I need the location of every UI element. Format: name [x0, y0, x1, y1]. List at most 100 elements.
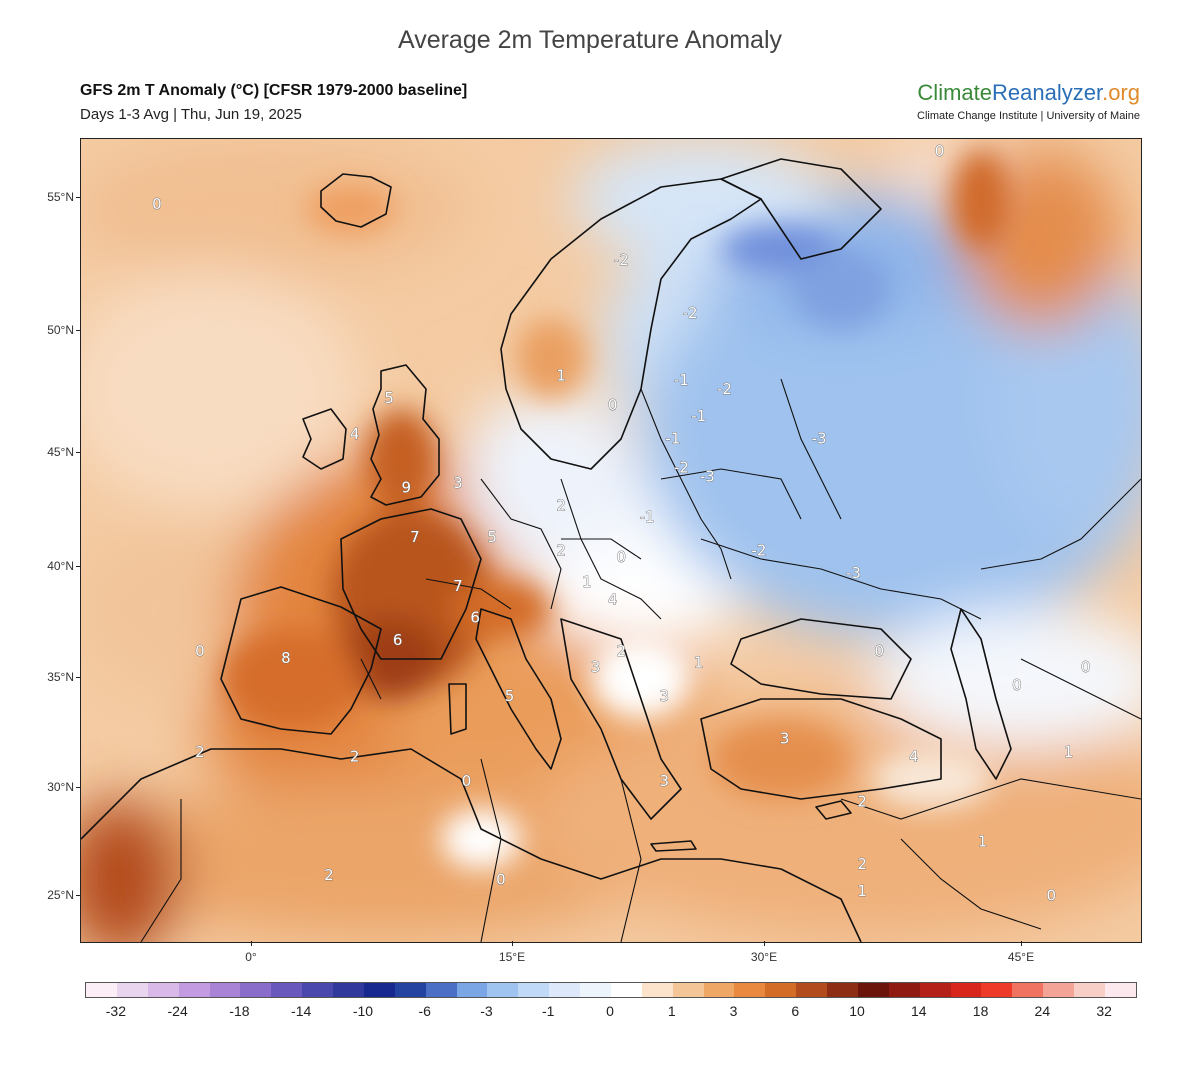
contour-label: 1: [1064, 743, 1074, 761]
contour-label: 4: [350, 425, 360, 443]
contour-label: 2: [857, 855, 867, 873]
contour-label: -2: [674, 459, 689, 477]
contour-label: 3: [591, 658, 601, 676]
contour-label: 0: [1012, 676, 1022, 694]
colorbar-segment: [610, 983, 642, 997]
lat-tick-30n: [76, 787, 81, 788]
colorbar-segment: [1104, 983, 1136, 997]
lon-label-0: 0°: [245, 950, 257, 964]
colorbar-segment: [765, 983, 797, 997]
colorbar-segment: [857, 983, 889, 997]
colorbar-label: -24: [167, 1003, 188, 1019]
contour-label: 7: [410, 528, 420, 546]
colorbar-segment: [302, 983, 333, 997]
contour-label: 1: [978, 833, 988, 851]
scandinavia-coast: [500, 178, 762, 470]
lat-tick-25n: [76, 895, 81, 896]
anatolia-coast: [700, 698, 942, 800]
iceland-coast: [320, 173, 392, 228]
colorbar-segment: [1012, 983, 1044, 997]
lon-tick-45e: [1021, 941, 1022, 946]
colorbar-segment: [672, 983, 704, 997]
contour-label: 4: [909, 748, 919, 766]
colorbar-label: 3: [729, 1003, 738, 1019]
lat-tick-50n: [76, 330, 81, 331]
lat-label-35n: 35°N: [47, 670, 74, 684]
contour-label: 2: [350, 748, 360, 766]
colorbar-label: 6: [791, 1003, 800, 1019]
north-africa-coast: [81, 748, 862, 942]
lon-tick-15e: [512, 941, 513, 946]
colorbar-segment: [178, 983, 210, 997]
contour-label: 7: [453, 577, 463, 595]
colorbar-segment: [487, 983, 519, 997]
lat-label-50n: 50°N: [47, 323, 74, 337]
logo-part-org: .org: [1102, 80, 1140, 105]
colorbar-segment: [1074, 983, 1105, 997]
colorbar-segment: [1043, 983, 1074, 997]
climate-reanalyzer-logo[interactable]: ClimateReanalyzer.org Climate Change Ins…: [917, 80, 1140, 122]
lat-tick-35n: [76, 677, 81, 678]
colorbar-segment: [271, 983, 303, 997]
colorbar-segment: [641, 983, 673, 997]
italy-coast: [475, 608, 562, 770]
contour-label: -2: [751, 541, 766, 559]
contour-label: -1: [665, 429, 680, 447]
contour-label: 1: [556, 367, 566, 385]
lat-label-55n: 55°N: [47, 190, 74, 204]
crete-coast: [650, 840, 697, 852]
colorbar-segment: [919, 983, 951, 997]
colorbar-segment: [333, 983, 364, 997]
lat-label-40n: 40°N: [47, 559, 74, 573]
ireland-coast: [302, 408, 347, 470]
contour-label: 2: [324, 866, 334, 884]
black-sea-coast: [730, 618, 912, 700]
colorbar-label: -18: [229, 1003, 250, 1019]
contour-label: 0: [617, 548, 627, 566]
contour-label: 0: [496, 871, 506, 889]
map-subtitle: Days 1-3 Avg | Thu, Jun 19, 2025: [80, 106, 302, 123]
colorbar-label: 32: [1096, 1003, 1112, 1019]
contour-label: -2: [614, 251, 629, 269]
contour-label: -3: [846, 564, 861, 582]
colorbar-segment: [734, 983, 766, 997]
colorbar-segment: [86, 983, 117, 997]
lon-tick-0: [251, 941, 252, 946]
contour-label: 1: [694, 653, 704, 671]
country-borders: [140, 378, 1141, 942]
colorbar-segment: [456, 983, 488, 997]
contour-label: 0: [1081, 658, 1091, 676]
contour-label: 2: [556, 541, 566, 559]
colorbar-segment: [394, 983, 426, 997]
colorbar-segment: [518, 983, 550, 997]
contour-label: -3: [700, 468, 715, 486]
iberia-coast: [220, 586, 382, 735]
contour-label: 0: [195, 642, 205, 660]
kola-white-sea-coast: [720, 158, 882, 260]
colorbar-segment: [240, 983, 272, 997]
cyprus-coast: [815, 800, 852, 820]
contour-label: 3: [453, 474, 463, 492]
contour-label: -1: [691, 407, 706, 425]
contour-label: 5: [488, 528, 498, 546]
contour-label: 3: [660, 687, 670, 705]
lat-label-45n: 45°N: [47, 445, 74, 459]
lat-tick-55n: [76, 197, 81, 198]
contour-label: 0: [462, 772, 472, 790]
colorbar-segment: [703, 983, 735, 997]
contour-label: -2: [717, 380, 732, 398]
contour-label: 1: [582, 573, 592, 591]
logo-part-climate: Climate: [917, 80, 992, 105]
contour-label: 8: [281, 649, 291, 667]
anomaly-field-detail: [221, 149, 1011, 869]
lon-label-15e: 15°E: [498, 950, 526, 964]
map-title: GFS 2m T Anomaly (°C) [CFSR 1979-2000 ba…: [80, 82, 468, 99]
contour-label: 2: [617, 642, 627, 660]
colorbar-label: 0: [606, 1003, 614, 1019]
lat-label-30n: 30°N: [47, 780, 74, 794]
colorbar-segment: [116, 983, 148, 997]
contour-label: 4: [608, 591, 618, 609]
contour-label: 2: [857, 792, 867, 810]
colorbar-segment: [425, 983, 457, 997]
